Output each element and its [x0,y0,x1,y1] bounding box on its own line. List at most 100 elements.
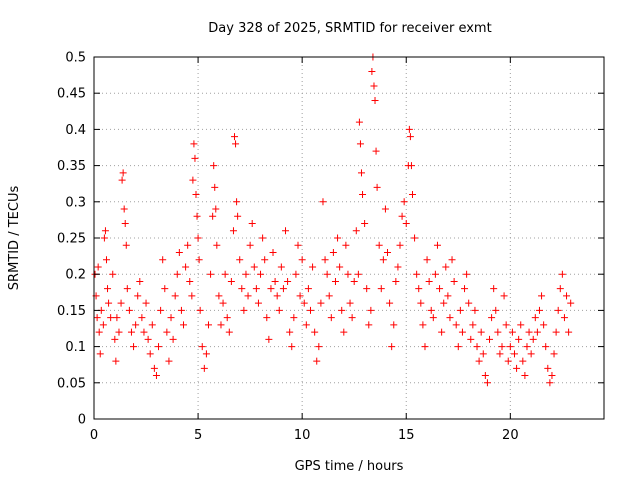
data-point [286,328,294,336]
y-tick-label: 0.4 [65,123,86,138]
data-point [486,335,494,343]
data-point [423,256,431,264]
data-point [254,299,262,307]
data-point [221,270,229,278]
data-point [436,285,444,293]
data-point [200,364,208,372]
data-point [390,321,398,329]
data-point [344,270,352,278]
data-point [377,285,385,293]
data-point [461,285,469,293]
data-point [132,321,140,329]
data-point [118,176,126,184]
data-point [93,314,101,322]
data-point [196,306,204,314]
y-tick-label: 0 [78,413,86,428]
data-point [544,364,552,372]
data-point [215,292,223,300]
data-point [120,205,128,213]
data-point [473,343,481,351]
data-point [406,133,414,141]
data-point [431,270,439,278]
data-point [148,321,156,329]
data-point [365,321,373,329]
data-point [127,328,135,336]
data-point [193,212,201,220]
data-point [321,256,329,264]
data-point [296,292,304,300]
data-point [155,343,163,351]
data-point [481,372,489,380]
data-point [542,343,550,351]
data-point [167,314,175,322]
data-point [252,285,260,293]
data-point [348,314,356,322]
data-point [556,285,564,293]
data-point [101,227,109,235]
y-tick-label: 0.1 [65,340,86,355]
data-point [527,350,535,358]
data-point [458,328,466,336]
data-point [263,314,271,322]
data-point [265,335,273,343]
data-point [392,277,400,285]
data-point [506,343,514,351]
data-point [336,263,344,271]
data-point [552,328,560,336]
data-point [350,277,358,285]
data-point [340,328,348,336]
data-point [113,314,121,322]
data-point [138,314,146,322]
data-point [192,191,200,199]
data-point [232,140,240,148]
data-point [331,277,339,285]
data-point [483,379,491,387]
data-point [294,241,302,249]
data-point [189,176,197,184]
data-point [452,321,460,329]
data-point [456,306,464,314]
data-point [207,270,215,278]
y-tick-label: 0.35 [57,159,86,174]
x-tick-label: 20 [502,428,519,443]
data-point [100,234,108,242]
y-tick-label: 0.3 [65,195,86,210]
data-point [180,321,188,329]
data-point [136,277,144,285]
data-point [425,277,433,285]
data-point [548,372,556,380]
data-point [429,314,437,322]
data-point [372,147,380,155]
data-point [498,343,506,351]
data-point [140,328,148,336]
data-point [504,357,512,365]
data-point [269,248,277,256]
x-tick-label: 15 [398,428,415,443]
data-point [533,328,541,336]
ticks-layer: 0 0.05 0.1 0.15 0.2 0.25 0.3 0.35 0.4 0.45 0.5 0 5 10… [57,51,604,443]
data-point [261,256,269,264]
data-point [112,357,120,365]
data-point [488,314,496,322]
data-point [157,306,165,314]
data-point [454,343,462,351]
data-point [515,335,523,343]
data-point [554,306,562,314]
data-point [446,314,454,322]
data-point [346,299,354,307]
data-point [550,350,558,358]
data-point [298,256,306,264]
data-point [490,285,498,293]
data-point [417,299,425,307]
data-point [531,314,539,322]
y-tick-label: 0.15 [57,304,86,319]
data-point [388,343,396,351]
data-point [540,321,548,329]
data-point [159,256,167,264]
x-tick-label: 0 [90,428,98,443]
data-point [188,292,196,300]
data-point [244,292,252,300]
data-point [525,328,533,336]
